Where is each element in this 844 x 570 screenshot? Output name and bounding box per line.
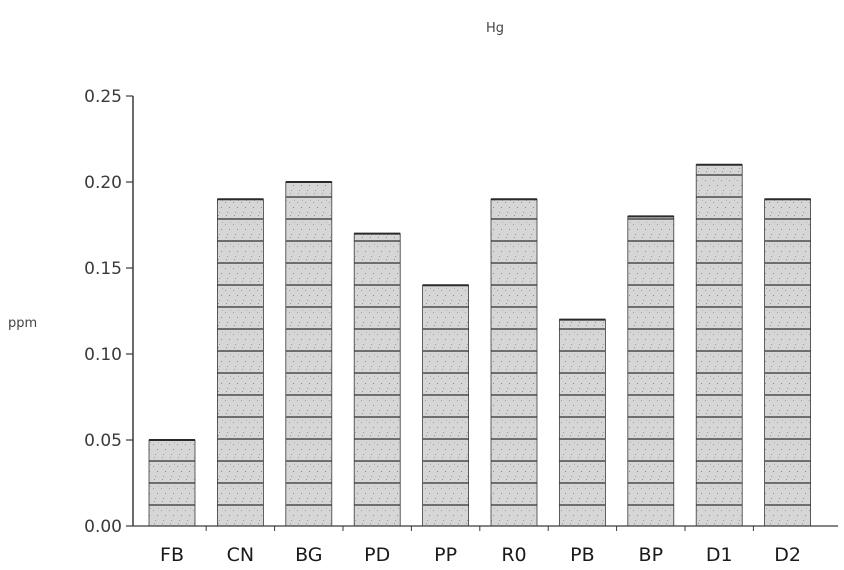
y-tick-label: 0.25 (84, 87, 122, 107)
chart-title: Hg (486, 21, 504, 36)
bar-bp (627, 215, 675, 527)
bar-pb (559, 319, 606, 527)
x-tick-label: BG (295, 544, 322, 566)
bar-pd (353, 233, 401, 527)
y-tick-label: 0.05 (84, 431, 122, 451)
y-tick-label: 0.10 (84, 345, 122, 365)
y-tick-label: 0.15 (84, 259, 122, 279)
bar-cn (216, 198, 264, 527)
x-tick-label: D1 (706, 544, 733, 566)
y-axis-label: ppm (8, 316, 37, 331)
bar-d1 (695, 164, 743, 527)
x-tick-label: FB (160, 544, 184, 566)
x-tick-label: PB (570, 544, 595, 566)
y-tick-label: 0.00 (84, 517, 122, 537)
x-tick-label: R0 (501, 544, 526, 566)
x-axis-ticks: FB CN BG PD PP R0 PB BP D1 D2 (160, 526, 801, 566)
x-tick-label: PD (364, 544, 390, 566)
y-tick-label: 0.20 (84, 173, 122, 193)
bar-bg (285, 181, 333, 527)
x-tick-label: BP (639, 544, 664, 566)
x-tick-label: D2 (774, 544, 801, 566)
x-tick-label: CN (227, 544, 254, 566)
bar-fb (148, 439, 196, 527)
bar-d2 (764, 198, 811, 527)
bars-group (148, 163, 811, 527)
bar-pp (422, 284, 470, 527)
bar-r0 (490, 198, 538, 527)
y-axis-ticks: 0.00 0.05 0.10 0.15 0.20 0.25 (84, 87, 133, 537)
x-tick-label: PP (434, 544, 457, 566)
